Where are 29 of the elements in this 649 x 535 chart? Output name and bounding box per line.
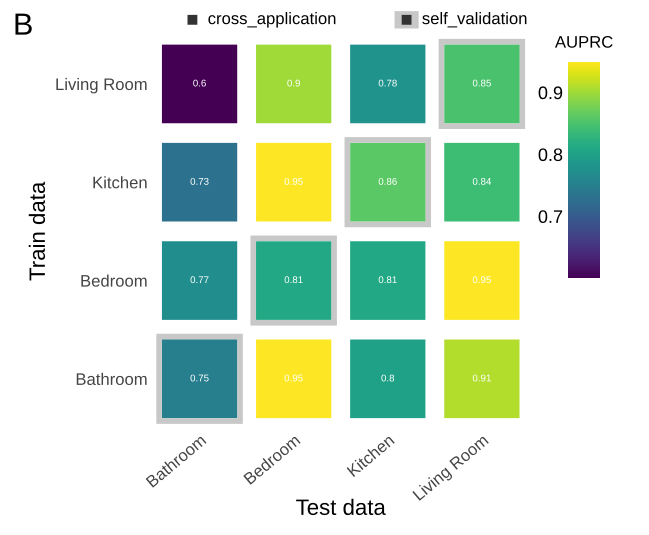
data-label: 0.8 xyxy=(381,374,394,382)
text: self_validation xyxy=(422,12,526,28)
data-label: 0.81 xyxy=(378,276,397,284)
data-label: 0.77 xyxy=(190,276,209,284)
data-label: 0.84 xyxy=(472,178,492,185)
data-label: 0.78 xyxy=(378,80,397,87)
y-tick-label: Kitchen xyxy=(93,176,147,188)
data-label: 0.6 xyxy=(193,80,206,87)
color-bar-label: 0.8 xyxy=(538,148,562,162)
data-label: 0.9 xyxy=(287,80,300,87)
data-label: 0.95 xyxy=(284,178,303,185)
y-tick-label: Living Room xyxy=(56,78,147,94)
color-bar-title: AUPRC xyxy=(554,36,613,48)
data-label: 0.95 xyxy=(284,374,303,382)
y-tick-label: Bathroom xyxy=(76,372,147,386)
data-label: 0.75 xyxy=(190,374,209,382)
text: cross_application xyxy=(208,12,336,28)
chart-title: B xyxy=(15,14,32,35)
data-label: 0.95 xyxy=(472,276,491,284)
data-label: 0.73 xyxy=(190,178,209,185)
data-label: 0.85 xyxy=(472,80,491,87)
y-axis-title: Train data xyxy=(28,182,46,280)
color-bar-label: 0.9 xyxy=(538,86,562,100)
color-bar-label: 0.7 xyxy=(538,210,562,224)
x-axis-title: Test data xyxy=(296,498,386,516)
data-label: 0.91 xyxy=(472,374,491,382)
y-tick-label: Bedroom xyxy=(81,274,147,287)
data-label: 0.81 xyxy=(284,276,303,284)
data-label: 0.86 xyxy=(378,178,397,185)
